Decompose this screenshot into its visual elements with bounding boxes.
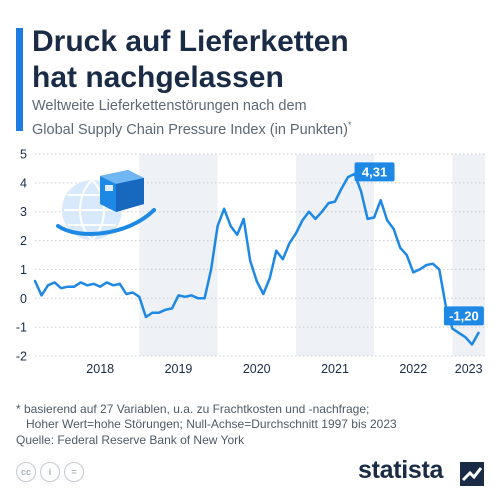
x-tick-label: 2020 xyxy=(243,362,271,376)
y-tick-label: 1 xyxy=(20,263,27,277)
license-icons: cc i = xyxy=(16,462,84,482)
series-layer xyxy=(33,172,480,346)
subtitle-line-1: Weltweite Lieferkettenstörungen nach dem xyxy=(32,98,307,114)
title-line-1: Druck auf Lieferketten xyxy=(32,25,349,58)
footnote: * basierend auf 27 Variablen, u.a. zu Fr… xyxy=(16,402,486,432)
x-tick-label: 2022 xyxy=(399,362,427,376)
source-text: Quelle: Federal Reserve Bank of New York xyxy=(16,433,245,447)
year-band xyxy=(295,154,375,356)
statista-logo-icon[interactable] xyxy=(460,462,484,486)
by-icon[interactable]: i xyxy=(40,462,60,482)
year-bands xyxy=(139,154,485,356)
subtitle-line-2: Global Supply Chain Pressure Index (in P… xyxy=(32,121,348,138)
footnote-line-1: * basierend auf 27 Variablen, u.a. zu Fr… xyxy=(16,402,370,416)
package-box-side xyxy=(116,178,144,212)
year-band xyxy=(452,154,485,356)
data-label-box xyxy=(354,162,395,182)
y-tick-label: 2 xyxy=(20,234,27,248)
package-box-top xyxy=(100,170,144,184)
package-globe-illustration xyxy=(56,170,156,241)
y-tick-label: 4 xyxy=(20,176,27,190)
data-label: -1,20 xyxy=(449,308,479,323)
footnote-line-2: Hoher Wert=hohe Störungen; Null-Achse=Du… xyxy=(26,417,397,431)
data-label-box xyxy=(443,306,484,326)
nd-icon[interactable]: = xyxy=(64,462,84,482)
y-axis: 5 4 3 2 1 0 -1 -2 xyxy=(16,148,27,364)
package-label xyxy=(105,185,113,191)
y-tick-label: 5 xyxy=(20,148,27,162)
x-tick-label: 2018 xyxy=(86,362,114,376)
globe-meridian xyxy=(64,179,120,241)
y-tick-label: -2 xyxy=(16,350,27,364)
y-tick-label: -1 xyxy=(16,321,27,335)
data-label: 4,31 xyxy=(362,164,387,179)
footnote-mark: * xyxy=(347,120,352,130)
cc-icon[interactable]: cc xyxy=(16,462,36,482)
x-axis: 2018 2019 2020 2021 2022 2023 xyxy=(86,362,482,376)
chart-title: Druck auf Lieferketten hat nachgelassen xyxy=(32,24,472,96)
chart-subtitle: Weltweite Lieferkettenstörungen nach dem… xyxy=(32,97,472,140)
statista-logo-text[interactable]: statista xyxy=(358,456,444,484)
series-line xyxy=(33,172,480,346)
data-labels: 4,31 -1,20 xyxy=(354,162,484,326)
x-tick-label: 2021 xyxy=(321,362,349,376)
x-tick-label: 2023 xyxy=(455,362,483,376)
y-tick-label: 0 xyxy=(20,292,27,306)
grid-lines xyxy=(35,153,485,357)
year-band xyxy=(139,154,218,356)
orbit-swoosh xyxy=(56,208,156,236)
accent-bar xyxy=(16,28,23,131)
title-line-2: hat nachgelassen xyxy=(32,61,284,94)
x-tick-label: 2019 xyxy=(165,362,193,376)
y-tick-label: 3 xyxy=(20,205,27,219)
